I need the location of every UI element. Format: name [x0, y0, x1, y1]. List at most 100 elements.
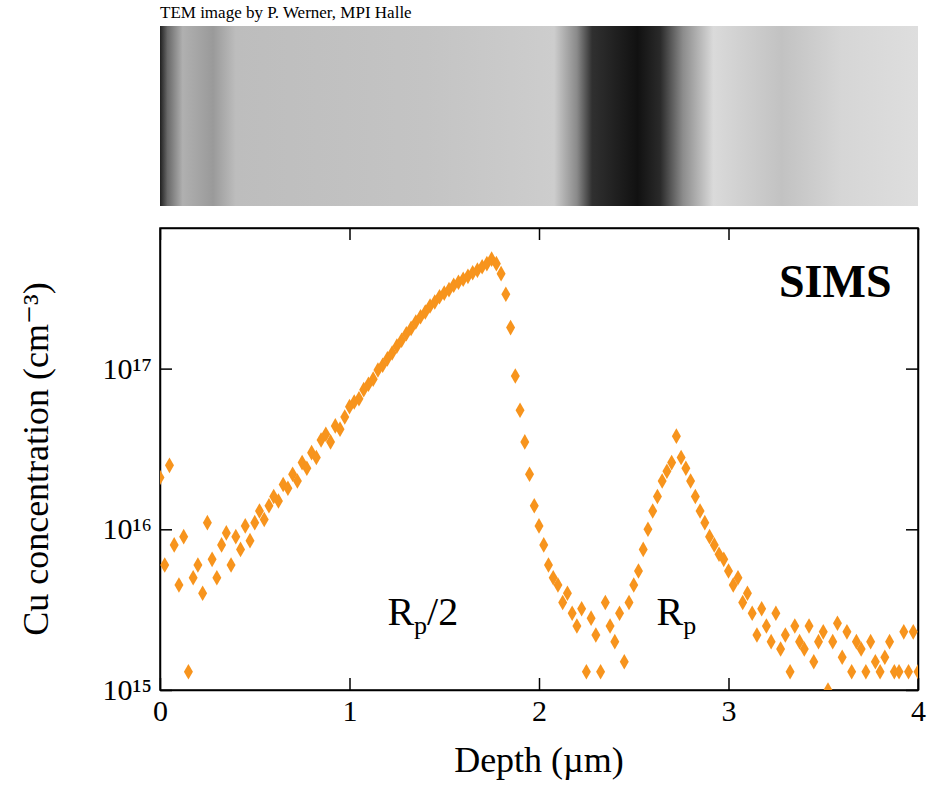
data-point	[823, 682, 832, 690]
data-point	[861, 664, 870, 680]
tick	[539, 228, 540, 240]
data-point	[634, 563, 643, 579]
tick: 1	[343, 678, 358, 727]
data-point	[771, 606, 780, 622]
data-point	[174, 577, 183, 593]
data-point	[733, 570, 742, 586]
data-point	[231, 529, 240, 545]
chart: TEM image by P. Werner, MPI Halle0123410…	[0, 0, 938, 793]
data-point	[639, 542, 648, 558]
data-point	[895, 664, 904, 680]
data-point	[217, 537, 226, 553]
tick-label: 10¹⁶	[103, 512, 152, 545]
data-point	[516, 403, 525, 419]
data-point	[312, 450, 321, 466]
data-point	[293, 473, 302, 489]
data-point	[790, 618, 799, 634]
tick	[906, 529, 918, 530]
data-point	[506, 320, 515, 336]
data-point	[842, 624, 851, 640]
data-point	[781, 627, 790, 643]
data-point	[748, 606, 757, 622]
data-point	[236, 542, 245, 558]
annotation: Rp/2	[387, 589, 458, 640]
data-point	[653, 489, 662, 505]
data-point	[587, 610, 596, 626]
tick-mark	[539, 228, 541, 240]
data-point	[677, 450, 686, 466]
data-point	[885, 634, 894, 650]
data-point	[591, 627, 600, 643]
annotation: SIMS	[779, 256, 891, 307]
data-point	[539, 537, 548, 553]
tick	[350, 228, 351, 240]
data-point	[572, 618, 581, 634]
data-point	[857, 641, 866, 657]
data-point	[246, 533, 255, 549]
data-point	[596, 664, 605, 680]
data-point	[283, 481, 292, 497]
data-point	[336, 421, 345, 437]
data-point	[606, 618, 615, 634]
data-point	[241, 518, 250, 534]
y-axis: 10¹⁵ 10¹⁶ 10¹⁷	[103, 229, 172, 707]
tick: 10¹⁶	[103, 512, 172, 545]
data-point	[250, 515, 259, 531]
y-axis-title: Cu concentration (cm⁻³)	[16, 282, 56, 636]
tick-mark	[906, 529, 918, 531]
x-axis-title: Depth (µm)	[454, 740, 624, 780]
data-point	[615, 606, 624, 622]
data-point	[212, 570, 221, 586]
caption: TEM image by P. Werner, MPI Halle	[160, 3, 412, 22]
data-point	[326, 434, 335, 450]
data-point	[302, 460, 311, 476]
data-point	[866, 634, 875, 650]
data-point	[700, 515, 709, 531]
data-point	[203, 515, 212, 531]
data-point	[501, 287, 510, 303]
data-point	[914, 664, 918, 680]
data-point	[160, 557, 169, 573]
data-point	[667, 455, 676, 471]
points	[160, 251, 918, 690]
tick-label: 1	[343, 694, 358, 727]
data-point	[752, 627, 761, 643]
data-point	[786, 664, 795, 680]
data-point	[909, 624, 918, 640]
tick-mark	[539, 678, 541, 690]
tick-label: 10¹⁵	[103, 673, 152, 706]
tick-mark	[728, 228, 730, 240]
data-point	[724, 563, 733, 579]
data-point	[809, 654, 818, 670]
data-point	[601, 595, 610, 611]
data-point	[648, 503, 657, 519]
data-point	[833, 616, 842, 632]
annotation: Rp	[656, 589, 696, 640]
data-point	[762, 618, 771, 634]
data-point	[227, 557, 236, 573]
data-point	[776, 641, 785, 657]
tick-mark	[349, 678, 351, 690]
data-point	[511, 368, 520, 384]
data-point	[198, 585, 207, 601]
data-point	[563, 585, 572, 601]
x-axis-top	[161, 228, 919, 240]
tick	[906, 369, 918, 370]
data-point	[222, 525, 231, 541]
data-point	[686, 473, 695, 489]
data-point	[520, 434, 529, 450]
tick-label: 2	[532, 694, 547, 727]
x-axis: 01234	[153, 678, 926, 727]
data-point	[691, 489, 700, 505]
data-point	[530, 498, 539, 514]
data-point	[165, 458, 174, 474]
y-axis-right	[906, 229, 919, 691]
data-point	[880, 649, 889, 665]
data-point	[193, 557, 202, 573]
data-point	[681, 460, 690, 476]
data-point	[805, 618, 814, 634]
data-point	[847, 664, 856, 680]
data-point	[568, 606, 577, 622]
data-point	[828, 634, 837, 650]
tick: 10¹⁷	[103, 352, 172, 385]
